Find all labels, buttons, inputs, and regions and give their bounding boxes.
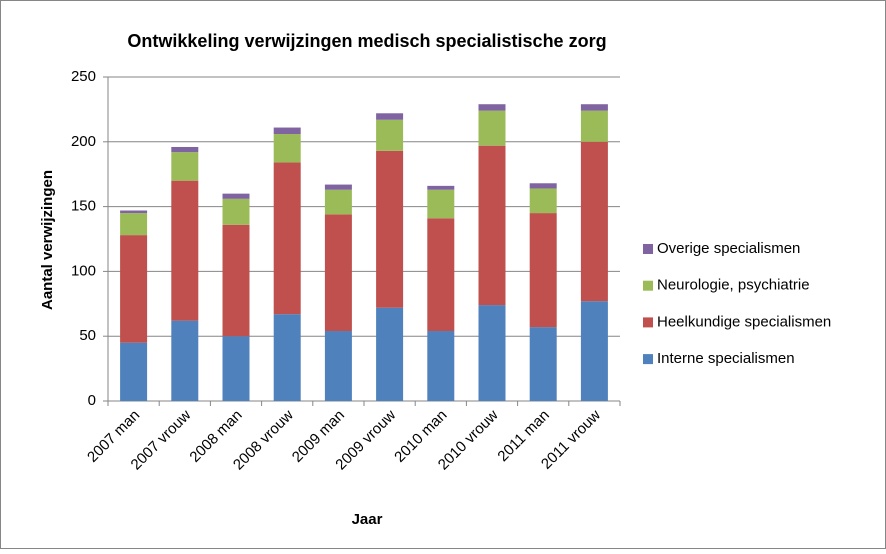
bar-segment	[580, 104, 608, 111]
bar-segment	[171, 180, 199, 321]
bar-segment	[376, 307, 404, 401]
bar-segment	[376, 119, 404, 151]
bar-segment	[324, 184, 352, 190]
y-tick-label: 200	[71, 133, 96, 150]
bar-segment	[376, 150, 404, 308]
legend-swatch	[643, 280, 653, 291]
y-axis-label: Aantal verwijzingen	[39, 170, 56, 310]
bar-segment	[529, 213, 557, 328]
bar-segment	[478, 145, 506, 306]
bar-segment	[529, 327, 557, 401]
y-tick-label: 100	[71, 262, 96, 279]
bar-segment	[580, 141, 608, 302]
bar-segment	[222, 336, 250, 401]
bar-segment	[478, 110, 506, 146]
bar-segment	[580, 301, 608, 401]
legend-label: Heelkundige specialismen	[657, 313, 831, 330]
y-tick-label: 50	[79, 327, 96, 344]
bar-segment	[120, 213, 148, 236]
bar-segment	[427, 189, 455, 219]
legend-swatch	[643, 354, 653, 365]
bar-segment	[478, 104, 506, 111]
legend-label: Interne specialismen	[657, 350, 795, 367]
y-tick-label: 250	[71, 68, 96, 85]
bar-segment	[324, 214, 352, 332]
bar-segment	[222, 193, 250, 199]
x-axis-label: Jaar	[352, 511, 383, 528]
bar-segment	[171, 146, 199, 153]
bar-segment	[478, 305, 506, 401]
bar-segment	[120, 235, 148, 343]
legend-label: Overige specialismen	[657, 240, 800, 257]
bar-segment	[273, 127, 301, 135]
bar-segment	[324, 189, 352, 215]
bar-segment	[273, 134, 301, 163]
bar-segment	[120, 210, 148, 214]
bar-segment	[120, 342, 148, 401]
bar-segment	[427, 185, 455, 190]
bar-segment	[171, 152, 199, 181]
bar-segment	[222, 224, 250, 337]
bar-segment	[427, 218, 455, 332]
bar-segment	[273, 162, 301, 315]
y-tick-label: 0	[88, 392, 96, 409]
y-tick-label: 150	[71, 198, 96, 215]
legend-label: Neurologie, psychiatrie	[657, 277, 810, 294]
bar-segment	[529, 183, 557, 189]
bar-segment	[324, 331, 352, 401]
bar-segment	[376, 113, 404, 120]
bar-segment	[427, 331, 455, 401]
bar-segment	[580, 110, 608, 142]
bar-segment	[529, 188, 557, 214]
chart-title: Ontwikkeling verwijzingen medisch specia…	[127, 31, 606, 51]
bar-segment	[222, 198, 250, 225]
legend-swatch	[643, 317, 653, 328]
bar-segment	[273, 314, 301, 401]
bar-segment	[171, 320, 199, 401]
legend-swatch	[643, 244, 653, 254]
